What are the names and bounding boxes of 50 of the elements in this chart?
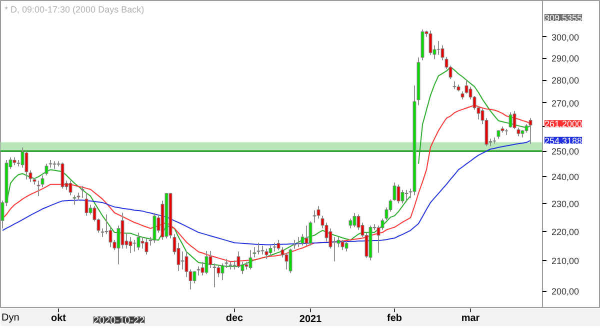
candlestick <box>72 194 76 206</box>
candlestick <box>400 189 404 204</box>
x-tick-label: okt <box>51 312 67 324</box>
text: 254,3188 <box>544 136 582 146</box>
y-tick-label: 230,00 <box>552 198 580 209</box>
candlestick <box>232 260 236 270</box>
y-tick-label: 220,00 <box>552 226 580 237</box>
candlestick <box>132 239 136 252</box>
y-tick-label: 200,00 <box>552 286 580 297</box>
candlestick <box>464 80 468 94</box>
candlestick <box>204 250 208 275</box>
y-tick-label: 210,00 <box>552 256 580 266</box>
y-tick-label: 300,00 <box>552 32 580 42</box>
candlestick <box>236 251 240 268</box>
candlestick <box>84 192 88 216</box>
y-tick-label: 290,00 <box>552 54 580 64</box>
y-tick-label: 250,00 <box>552 146 580 157</box>
text: 309,5355 <box>544 13 582 23</box>
candlestick <box>40 174 44 188</box>
candlestick <box>300 234 304 246</box>
candlestick <box>108 226 112 248</box>
candlestick <box>264 248 268 260</box>
text: 261,2000 <box>544 119 582 130</box>
candlestick <box>252 246 256 258</box>
candlestick <box>36 180 40 197</box>
candlestick <box>440 44 444 61</box>
candlestick <box>436 40 440 56</box>
x-tick-label: feb <box>387 312 402 324</box>
text: * D, 09:00-17:30 (2000 Days Back) <box>4 4 144 14</box>
candlestick <box>212 262 216 288</box>
candlestick <box>220 262 224 281</box>
x-tick-label: dec <box>226 312 244 324</box>
candlestick <box>268 245 272 256</box>
candlestick <box>196 266 200 276</box>
candlestick <box>348 218 352 229</box>
candlestick <box>256 242 260 255</box>
candlestick <box>140 236 144 250</box>
candlestick <box>312 210 316 224</box>
candlestick <box>396 184 400 204</box>
text: Dyn <box>2 312 20 324</box>
candlestick <box>316 206 320 220</box>
y-tick-label: 240,00 <box>552 172 580 182</box>
x-tick-label: 2021 <box>299 314 322 325</box>
y-tick-label: 280,00 <box>552 76 580 86</box>
candlestick <box>184 251 188 278</box>
x-tick-label: mar <box>461 312 480 324</box>
candlestick <box>28 170 32 182</box>
candlestick <box>528 118 532 144</box>
y-tick-label: 270,00 <box>552 98 580 108</box>
candlestick <box>296 236 300 248</box>
